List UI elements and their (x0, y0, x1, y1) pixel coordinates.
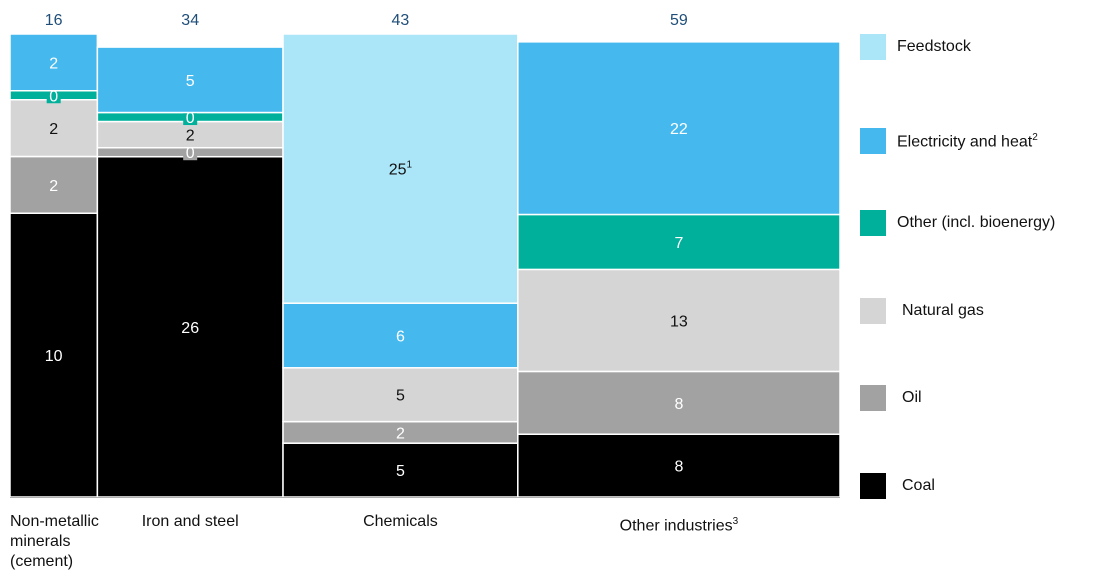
segment-chemicals-natural-gas (282, 367, 519, 423)
legend-swatch-electricity-and-heat (860, 128, 886, 154)
segment-other-industries-other-incl-bioenergy (517, 213, 841, 271)
segment-non-metallic-minerals-cement-electricity-and-heat (9, 33, 99, 92)
value-label-other-industries-other-incl-bioenergy: 7 (674, 235, 683, 252)
total-label-other-industries: 59 (670, 12, 688, 29)
value-label-other-industries-electricity-and-heat: 22 (670, 121, 688, 138)
segment-non-metallic-minerals-cement-coal (9, 212, 99, 498)
legend-swatch-oil (860, 385, 886, 411)
value-label-chemicals-coal: 5 (396, 463, 405, 480)
value-label-iron-and-steel-coal: 26 (181, 320, 199, 337)
value-label-non-metallic-minerals-cement-other-incl-bioenergy: 0 (49, 88, 58, 105)
value-label-iron-and-steel-other-incl-bioenergy: 0 (186, 110, 195, 127)
value-label-other-industries-natural-gas: 13 (670, 313, 688, 330)
segment-chemicals-coal (282, 442, 519, 498)
legend-label-natural-gas: Natural gas (902, 302, 984, 319)
value-label-iron-and-steel-electricity-and-heat: 5 (186, 73, 195, 90)
category-label-iron-and-steel: Iron and steel (141, 513, 239, 530)
value-label-chemicals-natural-gas: 5 (396, 388, 405, 405)
segment-chemicals-feedstock (282, 33, 519, 304)
value-label-non-metallic-minerals-cement-electricity-and-heat: 2 (49, 55, 58, 72)
legend-swatch-feedstock (860, 34, 886, 60)
segment-non-metallic-minerals-cement-natural-gas (9, 99, 99, 158)
total-label-iron-and-steel: 34 (181, 12, 199, 29)
segment-non-metallic-minerals-cement-oil (9, 155, 99, 214)
category-label-non-metallic-minerals-cement: Non-metallic minerals (cement) (10, 513, 99, 570)
value-label-iron-and-steel-natural-gas: 2 (186, 128, 195, 145)
segment-other-industries-electricity-and-heat (517, 41, 841, 216)
legend-label-oil: Oil (902, 389, 922, 406)
value-label-iron-and-steel-oil: 0 (186, 145, 195, 162)
value-label-non-metallic-minerals-cement-natural-gas: 2 (49, 121, 58, 138)
value-label-chemicals-electricity-and-heat: 6 (396, 328, 405, 345)
segment-other-industries-natural-gas (517, 268, 841, 373)
value-label-chemicals-oil: 2 (396, 425, 405, 442)
value-label-non-metallic-minerals-cement-oil: 2 (49, 178, 58, 195)
total-label-chemicals: 43 (392, 12, 410, 29)
segment-chemicals-electricity-and-heat (282, 302, 519, 369)
value-label-non-metallic-minerals-cement-coal: 10 (45, 348, 63, 365)
legend-label-other-incl-bioenergy: Other (incl. bioenergy) (897, 214, 1056, 231)
segment-other-industries-coal (517, 433, 841, 498)
value-label-other-industries-oil: 8 (674, 396, 683, 413)
legend-label-coal: Coal (902, 477, 935, 494)
legend-swatch-natural-gas (860, 298, 886, 324)
legend-label-electricity-and-heat: Electricity and heat2 (897, 132, 1038, 151)
legend-swatch-other-incl-bioenergy (860, 210, 886, 236)
category-label-chemicals: Chemicals (363, 513, 438, 530)
legend-swatch-coal (860, 473, 886, 499)
total-label-non-metallic-minerals-cement: 16 (45, 12, 63, 29)
legend-label-feedstock: Feedstock (897, 38, 971, 55)
category-label-other-industries: Other industries3 (619, 516, 739, 535)
value-label-other-industries-coal: 8 (674, 459, 683, 476)
